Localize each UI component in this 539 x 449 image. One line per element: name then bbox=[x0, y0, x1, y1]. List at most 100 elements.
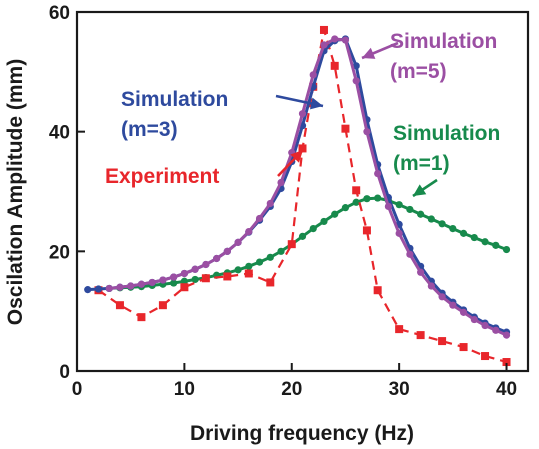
point-experiment-13 bbox=[330, 61, 339, 70]
annotation-layer: Simulation(m=5)Simulation(m=3) Simulation… bbox=[105, 30, 500, 198]
point-sim_m5-14 bbox=[255, 214, 264, 223]
point-sim_m1-8 bbox=[191, 275, 199, 284]
annotation-sim_m5: Simulation (m=5) bbox=[361, 30, 497, 83]
plot-frame bbox=[75, 10, 530, 373]
point-sim_m5-24 bbox=[363, 128, 371, 136]
point-sim_m5-28 bbox=[406, 250, 414, 258]
point-sim_m5-11 bbox=[223, 247, 231, 255]
point-experiment-15 bbox=[352, 186, 361, 195]
annotation-sim_m5-line1: Simulation bbox=[390, 30, 497, 53]
point-sim_m5-7 bbox=[180, 269, 188, 278]
point-sim_m1-21 bbox=[331, 210, 339, 218]
point-sim_m1-31 bbox=[438, 220, 446, 228]
point-experiment-10 bbox=[298, 144, 307, 153]
point-sim_m5-18 bbox=[298, 110, 307, 118]
point-sim_m3-1 bbox=[94, 285, 103, 293]
point-sim_m1-24 bbox=[363, 195, 371, 203]
annotation-sim_m1-line1: Simulation bbox=[393, 122, 500, 145]
point-sim_m5-4 bbox=[148, 278, 156, 287]
point-sim_m5-10 bbox=[212, 254, 221, 263]
annotation-experiment: Experiment bbox=[105, 149, 304, 188]
point-experiment-9 bbox=[287, 240, 296, 249]
point-sim_m5-31 bbox=[438, 293, 446, 301]
annotation-sim_m3-line1: Simulation bbox=[121, 88, 228, 111]
point-sim_m3-0 bbox=[84, 286, 92, 294]
point-experiment-16 bbox=[362, 226, 371, 235]
point-sim_m1-12 bbox=[234, 266, 242, 274]
point-sim_m1-30 bbox=[427, 215, 435, 223]
point-sim_m1-36 bbox=[492, 241, 500, 249]
point-experiment-4 bbox=[180, 283, 189, 292]
point-sim_m1-28 bbox=[406, 205, 414, 214]
point-sim_m5-34 bbox=[470, 315, 478, 324]
point-sim_m1-13 bbox=[245, 262, 253, 270]
y-axis-title: Oscilation Amplitude (mm) bbox=[4, 59, 27, 325]
point-sim_m1-15 bbox=[266, 253, 274, 261]
point-sim_m5-30 bbox=[427, 282, 435, 290]
annotation-arrowhead-sim_m3 bbox=[310, 97, 323, 110]
point-sim_m1-33 bbox=[459, 229, 468, 237]
point-sim_m1-6 bbox=[170, 279, 178, 287]
point-experiment-6 bbox=[223, 272, 232, 281]
annotation-sim_m5-line2: (m=5) bbox=[390, 60, 447, 83]
point-sim_m1-22 bbox=[341, 204, 350, 212]
point-experiment-17 bbox=[373, 286, 382, 295]
y-tick-label-3: 60 bbox=[49, 3, 70, 24]
point-sim_m5-8 bbox=[191, 265, 199, 273]
y-tick-label-1: 20 bbox=[49, 242, 70, 263]
x-tick-label-3: 30 bbox=[389, 379, 410, 400]
point-experiment-5 bbox=[201, 274, 210, 283]
series-layer bbox=[84, 25, 511, 367]
point-sim_m1-7 bbox=[180, 277, 188, 285]
point-sim_m1-14 bbox=[255, 258, 264, 266]
point-sim_m1-37 bbox=[502, 245, 511, 254]
annotation-sim_m3-line2: (m=3) bbox=[121, 118, 178, 141]
point-sim_m5-35 bbox=[481, 321, 489, 330]
point-sim_m3-25 bbox=[352, 62, 360, 70]
point-sim_m5-27 bbox=[395, 229, 403, 237]
annotation-arrowhead-sim_m5 bbox=[362, 47, 376, 59]
point-sim_m5-12 bbox=[234, 238, 242, 246]
point-sim_m1-32 bbox=[449, 224, 457, 233]
point-sim_m1-23 bbox=[352, 198, 360, 206]
x-tick-label-4: 40 bbox=[496, 379, 517, 400]
point-sim_m5-9 bbox=[202, 260, 210, 269]
point-sim_m5-33 bbox=[459, 308, 468, 316]
point-sim_m5-36 bbox=[492, 326, 500, 334]
point-sim_m5-16 bbox=[277, 178, 285, 187]
point-sim_m1-25 bbox=[374, 194, 382, 202]
point-experiment-8 bbox=[266, 278, 275, 287]
point-experiment-2 bbox=[137, 313, 146, 322]
annotation-sim_m3: Simulation (m=3) bbox=[121, 88, 324, 141]
point-sim_m5-13 bbox=[245, 227, 253, 236]
annotation-arrowhead-experiment bbox=[290, 150, 303, 163]
point-sim_m1-35 bbox=[481, 238, 489, 246]
point-sim_m5-1 bbox=[116, 283, 124, 291]
series-line-sim_m1 bbox=[109, 196, 508, 290]
annotation-sim_m1-line2: (m=1) bbox=[393, 152, 450, 175]
point-experiment-21 bbox=[459, 343, 468, 352]
point-experiment-23 bbox=[502, 358, 511, 367]
series-experiment bbox=[94, 25, 511, 367]
point-sim_m5-6 bbox=[170, 273, 178, 281]
annotation-arrowhead-sim_m1 bbox=[413, 184, 427, 196]
point-sim_m1-34 bbox=[470, 233, 478, 242]
point-sim_m5-15 bbox=[266, 199, 274, 208]
point-sim_m5-37 bbox=[502, 331, 511, 339]
point-sim_m1-16 bbox=[277, 247, 285, 255]
point-sim_m5-21 bbox=[331, 35, 339, 43]
point-experiment-14 bbox=[341, 124, 350, 133]
y-tick-label-0: 0 bbox=[59, 362, 70, 383]
series-sim_m1 bbox=[105, 194, 511, 293]
point-experiment-7 bbox=[244, 269, 253, 278]
point-sim_m5-22 bbox=[341, 36, 350, 44]
annotation-sim_m1: Simulation (m=1) bbox=[393, 122, 500, 198]
point-sim_m5-19 bbox=[309, 71, 317, 79]
x-tick-label-1: 10 bbox=[174, 379, 195, 400]
point-sim_m5-32 bbox=[449, 301, 457, 309]
point-experiment-20 bbox=[438, 337, 447, 346]
y-tick-label-2: 40 bbox=[49, 123, 70, 144]
series-sim_m5 bbox=[105, 35, 511, 339]
point-sim_m1-27 bbox=[395, 201, 403, 209]
